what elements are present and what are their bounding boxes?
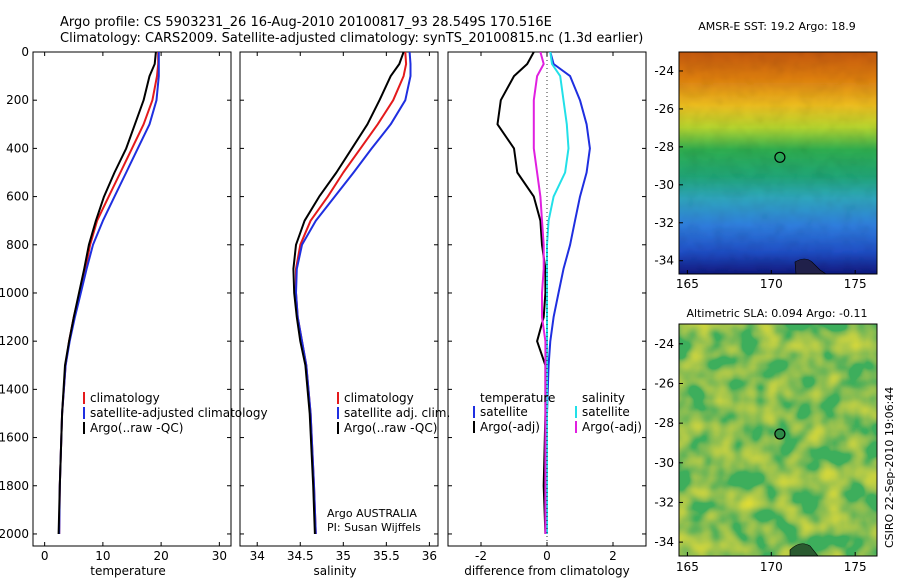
- series-line-satellite-adj-clim: [295, 52, 412, 535]
- y-tick-label: 0: [21, 45, 29, 59]
- coastline: [789, 543, 819, 557]
- map-x-tick-label: 165: [676, 277, 699, 291]
- map-y-tick-label: -32: [654, 495, 674, 509]
- sla-map: [678, 323, 878, 557]
- map-y-tick-label: -32: [654, 216, 674, 230]
- x-tick-label: 30: [212, 549, 227, 563]
- series-line-temperature-satellite: [546, 52, 591, 534]
- legend-label: Argo(..raw -QC): [344, 421, 437, 435]
- x-tick-label: 20: [153, 549, 168, 563]
- map-x-tick-label: 165: [676, 560, 699, 574]
- x-tick-label: 34.5: [287, 549, 314, 563]
- credit-line2: PI: Susan Wijffels: [327, 521, 421, 534]
- map-y-tick-label: -24: [654, 337, 674, 351]
- x-tick-label: 35.5: [373, 549, 400, 563]
- legend-label: Argo(-adj): [480, 420, 540, 434]
- difference-xlabel: difference from climatology: [464, 564, 630, 578]
- y-tick-label: 2000: [0, 527, 29, 541]
- sla-map-frame: [678, 323, 878, 557]
- legend-label: climatology: [344, 391, 414, 405]
- legend-label: Argo(-adj): [582, 420, 642, 434]
- legend-label: Argo(..raw -QC): [90, 421, 183, 435]
- difference-legend: temperature satellite Argo(-adj) salinit…: [473, 391, 642, 434]
- map-y-tick-label: -26: [654, 376, 674, 390]
- legend-label: satellite: [480, 405, 528, 419]
- salinity-legend: climatology satellite adj. clim. Argo(..…: [337, 391, 450, 435]
- y-tick-label: 1000: [0, 286, 29, 300]
- y-tick-label: 1600: [0, 431, 29, 445]
- coastline: [794, 258, 827, 275]
- legend-title-salinity: salinity: [582, 391, 625, 405]
- temperature-legend: climatology satellite-adjusted climatolo…: [83, 391, 268, 435]
- map-x-tick-label: 175: [844, 277, 867, 291]
- legend-label: satellite adj. clim.: [344, 406, 450, 420]
- header-line1: Argo profile: CS 5903231_26 16-Aug-2010 …: [60, 15, 552, 30]
- credit-line1: Argo AUSTRALIA: [327, 507, 417, 520]
- sst-map-title: AMSR-E SST: 19.2 Argo: 18.9: [698, 20, 856, 33]
- sst-field: [679, 52, 877, 274]
- footer-timestamp: CSIRO 22-Sep-2010 19:06:44: [883, 387, 896, 548]
- map-y-tick-label: -34: [654, 254, 674, 268]
- argo-float-marker: [774, 428, 786, 440]
- x-tick-label: 34: [250, 549, 265, 563]
- y-tick-label: 200: [6, 93, 29, 107]
- map-y-tick-label: -30: [654, 456, 674, 470]
- series-line-argo-raw-qc: [57, 52, 157, 535]
- salinity-axes: [239, 51, 439, 547]
- sst-map-frame: [678, 51, 878, 275]
- y-tick-label: 1400: [0, 382, 29, 396]
- legend-label: satellite-adjusted climatology: [90, 406, 268, 420]
- axis-ticks: 0 10 20 30020040060080010001200140016001800…: [0, 45, 646, 563]
- salinity-xlabel: salinity: [313, 564, 356, 578]
- legend-label: satellite: [582, 405, 630, 419]
- map-y-tick-label: -28: [654, 416, 674, 430]
- y-tick-label: 1800: [0, 479, 29, 493]
- x-tick-label: 0: [543, 549, 551, 563]
- x-tick-label: 35: [336, 549, 351, 563]
- x-tick-label: 36: [422, 549, 437, 563]
- map-y-tick-label: -26: [654, 102, 674, 116]
- legend-title-temperature: temperature: [480, 391, 555, 405]
- series-line-salinity-argo-adj: [532, 52, 547, 534]
- map-x-tick-label: 170: [760, 560, 783, 574]
- y-tick-label: 800: [6, 238, 29, 252]
- x-tick-label: -2: [475, 549, 487, 563]
- series-line-argo-raw-qc: [292, 52, 405, 535]
- series-line-climatology: [58, 52, 160, 535]
- map-y-tick-label: -24: [654, 64, 674, 78]
- map-x-tick-label: 170: [760, 277, 783, 291]
- x-tick-label: 0: [41, 549, 49, 563]
- map-y-tick-label: -30: [654, 178, 674, 192]
- header-line2: Climatology: CARS2009. Satellite-adjuste…: [60, 31, 643, 46]
- map-x-tick-label: 175: [844, 560, 867, 574]
- temperature-xlabel: temperature: [90, 564, 165, 578]
- x-tick-label: 2: [609, 549, 617, 563]
- sla-map-title: Altimetric SLA: 0.094 Argo: -0.11: [687, 307, 868, 320]
- sla-field: [679, 324, 877, 556]
- temperature-axes: [32, 51, 232, 547]
- profile-lines: [57, 52, 591, 535]
- legend-label: climatology: [90, 391, 160, 405]
- y-tick-label: 1200: [0, 334, 29, 348]
- sst-map: [678, 51, 878, 275]
- map-y-tick-label: -28: [654, 140, 674, 154]
- map-y-tick-label: -34: [654, 535, 674, 549]
- y-tick-label: 400: [6, 141, 29, 155]
- y-tick-label: 600: [6, 190, 29, 204]
- x-tick-label: 10: [95, 549, 110, 563]
- argo-float-marker: [774, 151, 786, 163]
- series-line-temperature-argo-adj: [496, 52, 547, 535]
- series-line-salinity-satellite: [546, 52, 570, 534]
